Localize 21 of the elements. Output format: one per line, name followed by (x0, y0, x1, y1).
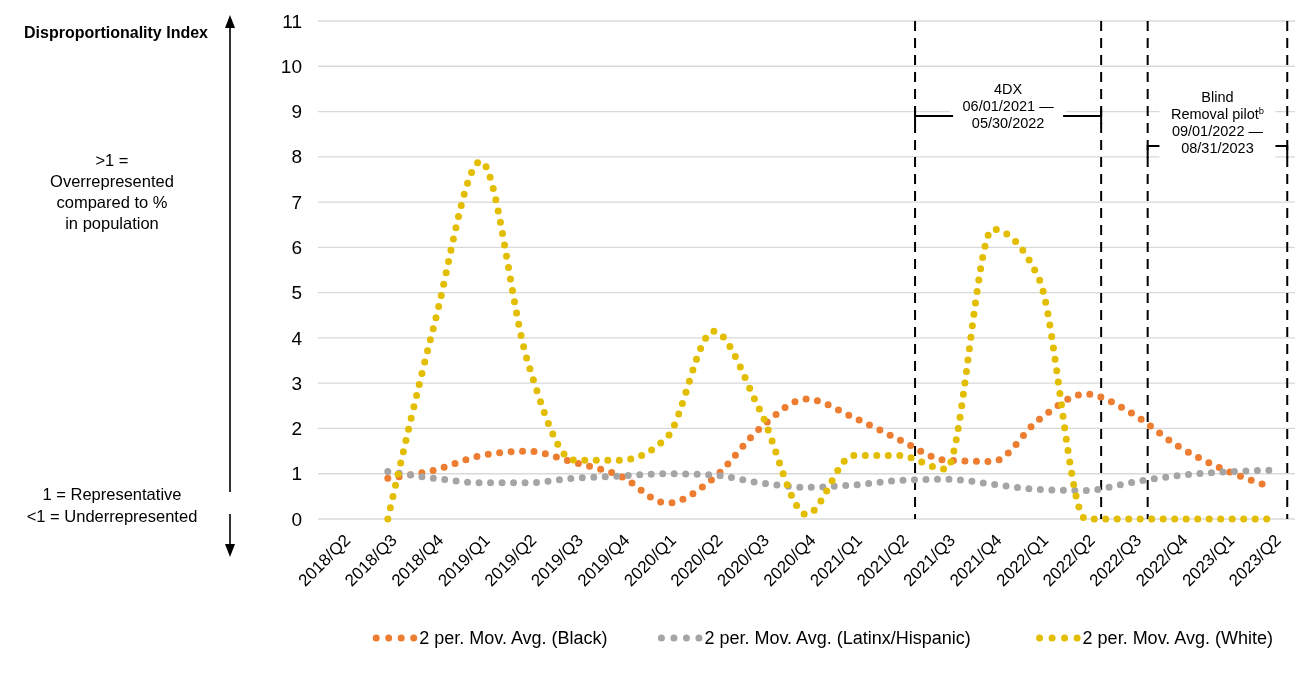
text: <1 = Underrepresented (26, 507, 198, 525)
y-tick-label: 0 (291, 508, 302, 530)
legend-label: 2 per. Mov. Avg. (Black) (419, 628, 608, 649)
text: 1 = Representative (42, 485, 182, 503)
legend-label: 2 per. Mov. Avg. (White) (1082, 628, 1274, 649)
legend-label: 2 per. Mov. Avg. (Latinx/Hispanic) (704, 628, 971, 649)
y-tick-label: 1 (291, 463, 302, 485)
y-axis-title: Disproportionality Index (23, 24, 209, 41)
y-tick-label: 10 (280, 55, 302, 77)
text: >1 = Overrepresented compared to % in population (50, 151, 174, 232)
y-tick-label: 2 (291, 418, 302, 440)
y-tick-label: 7 (291, 191, 302, 213)
ref-line-label: Blind Removal pilot$^{b}$ 09/01/2022 — 08/31/2023 (1170, 89, 1264, 156)
y-tick-label: 6 (291, 237, 302, 259)
ref-line-label: 4DX 06/01/2021 — 05/30/2022 (962, 81, 1055, 131)
y-tick-label: 9 (291, 101, 302, 123)
y-tick-label: 11 (282, 10, 302, 32)
y-tick-label: 4 (291, 327, 303, 349)
y-tick-label: 8 (291, 146, 302, 168)
y-tick-label: 3 (291, 372, 302, 394)
y-tick-label: 5 (291, 282, 302, 304)
